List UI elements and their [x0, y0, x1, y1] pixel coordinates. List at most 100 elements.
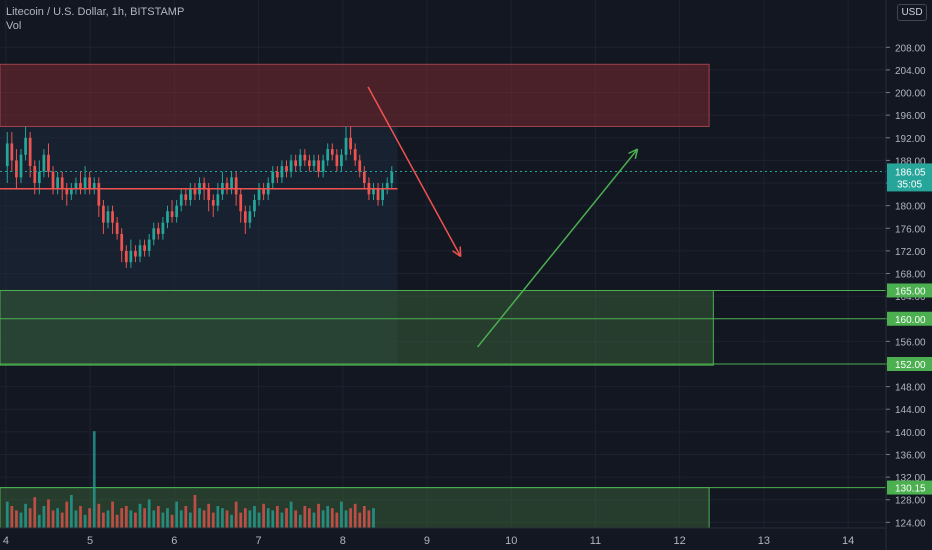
- arrow-up: [476, 148, 639, 348]
- volume-bar: [340, 501, 343, 528]
- volume-bar: [170, 514, 174, 528]
- volume-bar: [193, 495, 197, 528]
- candle-body: [79, 183, 82, 189]
- volume-bar: [51, 510, 55, 528]
- current-price-tag: [887, 163, 932, 192]
- level-price-label: 130.15: [895, 484, 926, 495]
- volume-bar: [74, 510, 78, 528]
- candle-body: [138, 245, 142, 257]
- candle-body: [166, 211, 169, 223]
- arrow-down-head: [452, 250, 462, 258]
- volume-bar: [102, 512, 105, 528]
- volume-indicator-label[interactable]: Vol: [6, 20, 22, 32]
- volume-bar: [56, 508, 59, 528]
- currency-button[interactable]: USD: [897, 4, 927, 21]
- candle-body: [15, 160, 18, 178]
- candle-body: [321, 160, 325, 172]
- candle-body: [248, 211, 252, 223]
- candle-body: [74, 183, 78, 189]
- price-tick-label: 132.00: [895, 473, 926, 484]
- price-tick-label: 140.00: [895, 428, 926, 439]
- volume-bar: [42, 506, 46, 528]
- volume-bar: [134, 512, 137, 528]
- candle-body: [92, 183, 96, 189]
- candle-body: [88, 177, 92, 189]
- candle-body: [317, 160, 320, 172]
- volume-bar: [211, 512, 215, 528]
- volume-bar: [106, 510, 110, 528]
- candle-body: [239, 194, 243, 212]
- candle-body: [124, 250, 128, 263]
- volume-bar: [285, 508, 288, 528]
- candle-body: [358, 160, 362, 172]
- candle-body: [65, 188, 69, 195]
- arrow-up-head: [628, 148, 638, 155]
- arrow-up-head: [634, 148, 639, 160]
- candle-body: [330, 149, 334, 155]
- candle-body: [275, 171, 279, 178]
- history-shade: [0, 126, 398, 366]
- candle-body: [33, 166, 37, 184]
- volume-bar: [275, 506, 279, 528]
- candle-body: [372, 188, 375, 195]
- time-tick-label: 9: [424, 535, 430, 547]
- volume-bar: [248, 510, 252, 528]
- candle-body: [134, 250, 137, 257]
- price-tick-label: 188.00: [895, 156, 926, 167]
- price-tick-label: 156.00: [895, 337, 926, 348]
- volume-bar: [321, 510, 325, 528]
- candle-body: [170, 211, 174, 217]
- candle-body: [120, 233, 124, 251]
- volume-bar: [179, 510, 183, 528]
- time-tick-label: 5: [87, 535, 93, 547]
- volume-bar: [120, 508, 124, 528]
- volume-bar: [262, 503, 265, 528]
- symbol-title[interactable]: Litecoin / U.S. Dollar, 1h, BITSTAMP: [6, 6, 185, 18]
- candle-body: [207, 188, 211, 200]
- candle-body: [303, 154, 307, 161]
- volume-bar: [330, 508, 334, 528]
- volume-bar: [83, 514, 87, 528]
- volume-bar: [33, 497, 37, 528]
- level-price-tag: [887, 357, 932, 371]
- volume-bar: [79, 506, 82, 528]
- volume-bar: [353, 503, 357, 528]
- volume-bar: [207, 503, 211, 528]
- volume-bar: [271, 510, 275, 528]
- candle-body: [83, 177, 87, 189]
- candle-body: [28, 137, 32, 167]
- volume-bar: [367, 510, 371, 528]
- candle-body: [19, 154, 23, 178]
- candle-body: [5, 143, 9, 167]
- volume-bar: [138, 503, 142, 528]
- price-tick-label: 192.00: [895, 134, 926, 145]
- candle-body: [376, 188, 380, 200]
- volume-bar: [19, 512, 23, 528]
- candle-body: [152, 228, 156, 240]
- price-tick-label: 128.00: [895, 496, 926, 507]
- volume-bar: [344, 510, 348, 528]
- candle-body: [69, 188, 73, 195]
- volume-bar: [129, 510, 133, 528]
- candle-body: [294, 160, 298, 167]
- candle-body: [385, 183, 389, 189]
- volume-bar: [156, 506, 160, 528]
- volume-bar: [175, 501, 179, 528]
- volume-bar: [266, 508, 270, 528]
- volume-bar: [358, 512, 362, 528]
- candle-body: [230, 177, 233, 189]
- volume-bar: [124, 506, 128, 528]
- candle-body: [262, 188, 265, 195]
- level-price-label: 165.00: [895, 286, 926, 297]
- volume-bar: [312, 512, 316, 528]
- volume-bar: [92, 431, 96, 528]
- price-tick-label: 144.00: [895, 405, 926, 416]
- candle-body: [60, 177, 64, 189]
- level-price-tag: [887, 283, 932, 298]
- candle-body: [161, 222, 165, 234]
- candle-body: [289, 160, 293, 172]
- volume-bar: [97, 503, 101, 528]
- volume-bar: [147, 499, 151, 528]
